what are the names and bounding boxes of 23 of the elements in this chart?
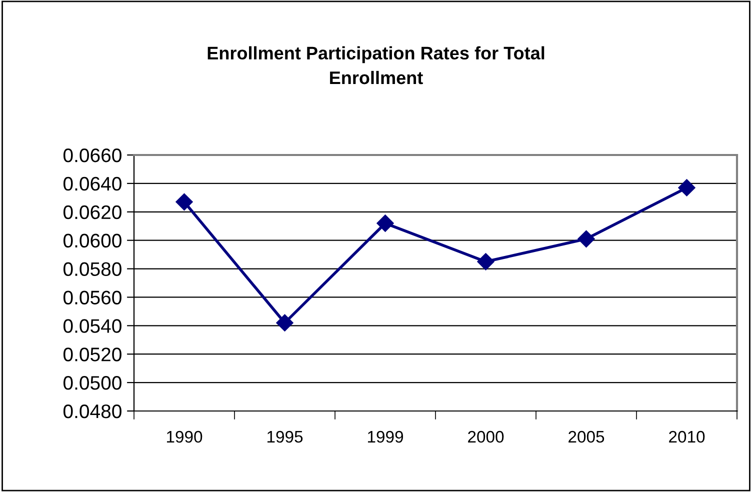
y-tick-label: 0.0600	[63, 234, 122, 248]
y-tick-label: 0.0520	[63, 348, 122, 362]
y-tick-label: 0.0620	[63, 205, 122, 220]
point	[578, 230, 595, 248]
y-tick-label: 0.0540	[63, 319, 122, 333]
x-tick-label: 1999	[368, 430, 403, 443]
point	[276, 314, 294, 332]
x-tick-label: 2000	[468, 430, 504, 443]
y-tick-label: 0.0660	[63, 148, 122, 162]
y-tick-label: 0.0560	[63, 290, 122, 304]
point	[176, 193, 193, 210]
x-tick-label: 1995	[267, 430, 303, 443]
point	[477, 253, 494, 270]
y-tick-label: 0.0500	[63, 376, 122, 390]
y-tick-label: 0.0480	[63, 404, 122, 418]
x-tick-label: 2005	[568, 430, 604, 443]
point	[678, 179, 696, 196]
y-tick-label: 0.0580	[63, 262, 122, 276]
x-tick-label: 2010	[669, 430, 705, 443]
point	[376, 214, 394, 232]
x-tick-label: 1990	[166, 430, 202, 443]
chart-title: Enrollment Participation Rates for Total Enrollment	[208, 46, 544, 84]
y-tick-label: 0.0640	[63, 176, 122, 191]
